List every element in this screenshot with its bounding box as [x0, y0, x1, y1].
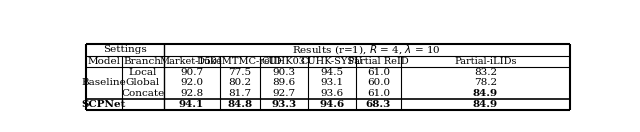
Text: 94.6: 94.6: [319, 100, 344, 109]
Text: 89.6: 89.6: [272, 78, 296, 87]
Text: 90.3: 90.3: [272, 68, 296, 77]
Text: 92.8: 92.8: [180, 89, 203, 98]
Text: 84.9: 84.9: [473, 100, 498, 109]
Text: CUHK-SYSU: CUHK-SYSU: [301, 57, 363, 66]
Text: Concate: Concate: [121, 89, 164, 98]
Text: 61.0: 61.0: [367, 89, 390, 98]
Text: 92.0: 92.0: [180, 78, 203, 87]
Text: DukeMTMC-reID: DukeMTMC-reID: [197, 57, 282, 66]
Text: Partial ReID: Partial ReID: [348, 57, 409, 66]
Text: 93.6: 93.6: [320, 89, 344, 98]
Text: Global: Global: [125, 78, 160, 87]
Text: 81.7: 81.7: [228, 89, 252, 98]
Text: Settings: Settings: [103, 45, 147, 54]
Text: 94.1: 94.1: [179, 100, 204, 109]
Text: 94.5: 94.5: [320, 68, 344, 77]
Text: 84.8: 84.8: [227, 100, 252, 109]
Text: 92.7: 92.7: [272, 89, 296, 98]
Text: Partial-iLIDs: Partial-iLIDs: [454, 57, 516, 66]
Text: Local: Local: [129, 68, 157, 77]
Text: 78.2: 78.2: [474, 78, 497, 87]
Text: 93.1: 93.1: [320, 78, 344, 87]
Text: 84.9: 84.9: [473, 89, 498, 98]
Text: Market-1501: Market-1501: [159, 57, 223, 66]
Text: SCPNet: SCPNet: [82, 100, 126, 109]
Text: Branch: Branch: [124, 57, 162, 66]
Text: 80.2: 80.2: [228, 78, 252, 87]
Text: 93.3: 93.3: [271, 100, 296, 109]
Text: Baseline: Baseline: [82, 78, 127, 87]
Text: 83.2: 83.2: [474, 68, 497, 77]
Text: Model: Model: [88, 57, 120, 66]
Text: 77.5: 77.5: [228, 68, 252, 77]
Text: 61.0: 61.0: [367, 68, 390, 77]
Text: Results (r=1), $R$ = 4, $\lambda$ = 10: Results (r=1), $R$ = 4, $\lambda$ = 10: [292, 43, 441, 56]
Text: 60.0: 60.0: [367, 78, 390, 87]
Text: 90.7: 90.7: [180, 68, 203, 77]
Text: 68.3: 68.3: [365, 100, 391, 109]
Text: CUHK03: CUHK03: [262, 57, 306, 66]
